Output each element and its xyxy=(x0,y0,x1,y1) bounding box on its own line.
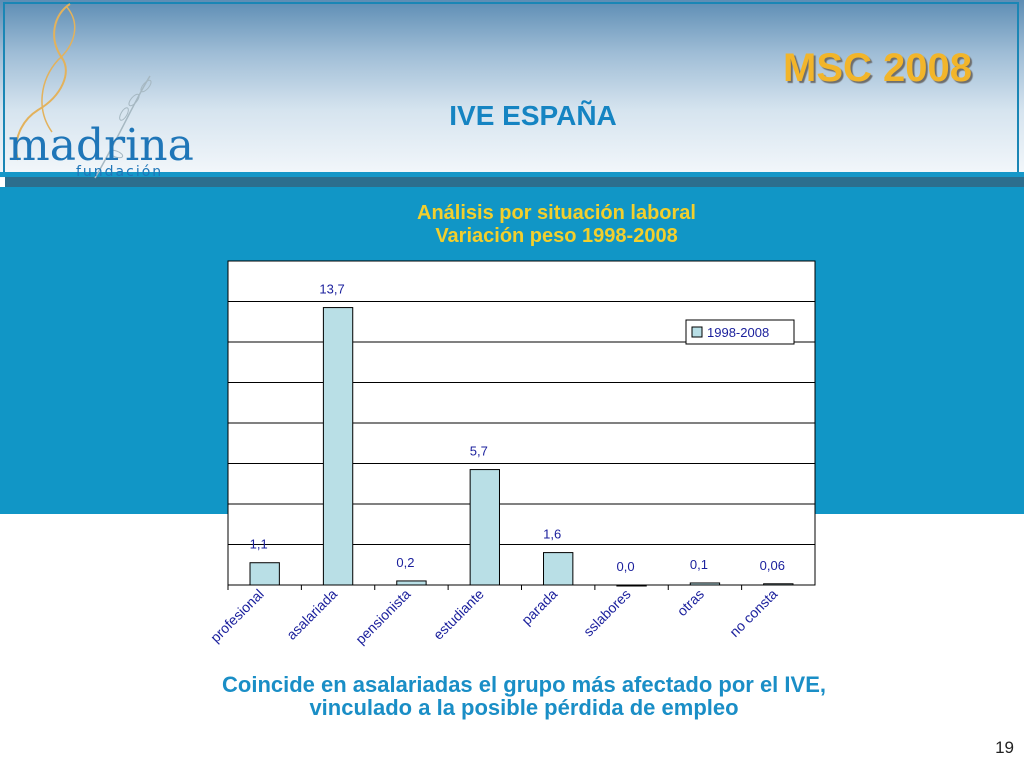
data-label: 0,1 xyxy=(690,557,708,572)
header-rule xyxy=(5,177,1024,187)
caption-line-2: vinculado a la posible pérdida de empleo xyxy=(309,695,739,720)
header-frame xyxy=(3,2,1019,172)
logo-leaf xyxy=(140,79,152,93)
x-tick-label: otras xyxy=(674,586,707,619)
x-tick-label: pensionista xyxy=(352,586,414,648)
caption-line-1: Coincide en asalariadas el grupo más afe… xyxy=(222,672,826,697)
legend-label: 1998-2008 xyxy=(707,325,769,340)
bar xyxy=(249,562,280,586)
x-tick-label: parada xyxy=(518,586,560,628)
page-number: 19 xyxy=(995,738,1014,757)
x-tick-label: estudiante xyxy=(430,586,487,643)
logo-figure-outline xyxy=(15,3,71,161)
slide-header xyxy=(0,0,1024,178)
logo-leaf xyxy=(108,149,124,159)
bar xyxy=(543,552,574,586)
slide-title: MSC 2008 xyxy=(783,46,972,90)
bar xyxy=(616,584,647,587)
logo-figure-curve xyxy=(41,5,76,133)
data-label: 1,1 xyxy=(250,537,268,552)
madrina-logo: madrina fundación xyxy=(8,3,194,180)
logo-wordmark: madrina xyxy=(8,120,194,171)
x-tick-label: asalariada xyxy=(283,586,340,643)
chart-title-line-1: Análisis por situación laboral xyxy=(417,202,696,224)
bar xyxy=(763,583,794,586)
bar xyxy=(469,469,500,586)
data-label: 1,6 xyxy=(543,527,561,542)
legend: 1998-2008 xyxy=(685,319,795,345)
data-label: 0,06 xyxy=(760,558,785,573)
chart-title-line-2: Variación peso 1998-2008 xyxy=(435,225,678,247)
x-tick-label: sslabores xyxy=(580,586,634,640)
logo-leaf xyxy=(119,107,129,121)
bars xyxy=(249,307,794,587)
bar xyxy=(396,580,427,586)
x-tick-label: profesional xyxy=(207,586,267,646)
data-label: 13,7 xyxy=(319,282,344,297)
data-label: 0,2 xyxy=(396,555,414,570)
bar xyxy=(689,582,721,586)
slide-subtitle: IVE ESPAÑA xyxy=(449,100,617,131)
x-tick-label: no consta xyxy=(726,586,780,640)
legend-swatch xyxy=(691,326,703,338)
logo-leaf xyxy=(128,93,140,107)
bar xyxy=(322,307,354,586)
data-label: 0,0 xyxy=(617,559,635,574)
x-tick-labels: profesional asalariada pensionista estudian… xyxy=(207,585,781,647)
chart-title: Análisis por situación laboral Variación… xyxy=(0,202,1024,248)
logo-olive-branch xyxy=(94,75,151,179)
legend-box xyxy=(685,319,795,345)
logo-tagline: fundación xyxy=(76,164,163,180)
header-accent-line xyxy=(0,172,1024,177)
data-labels: 1,1 13,7 0,2 5,7 1,6 0,0 0,1 0,06 xyxy=(250,282,785,574)
slide-caption: Coincide en asalariadas el grupo más afe… xyxy=(0,673,1024,719)
data-label: 5,7 xyxy=(470,444,488,459)
